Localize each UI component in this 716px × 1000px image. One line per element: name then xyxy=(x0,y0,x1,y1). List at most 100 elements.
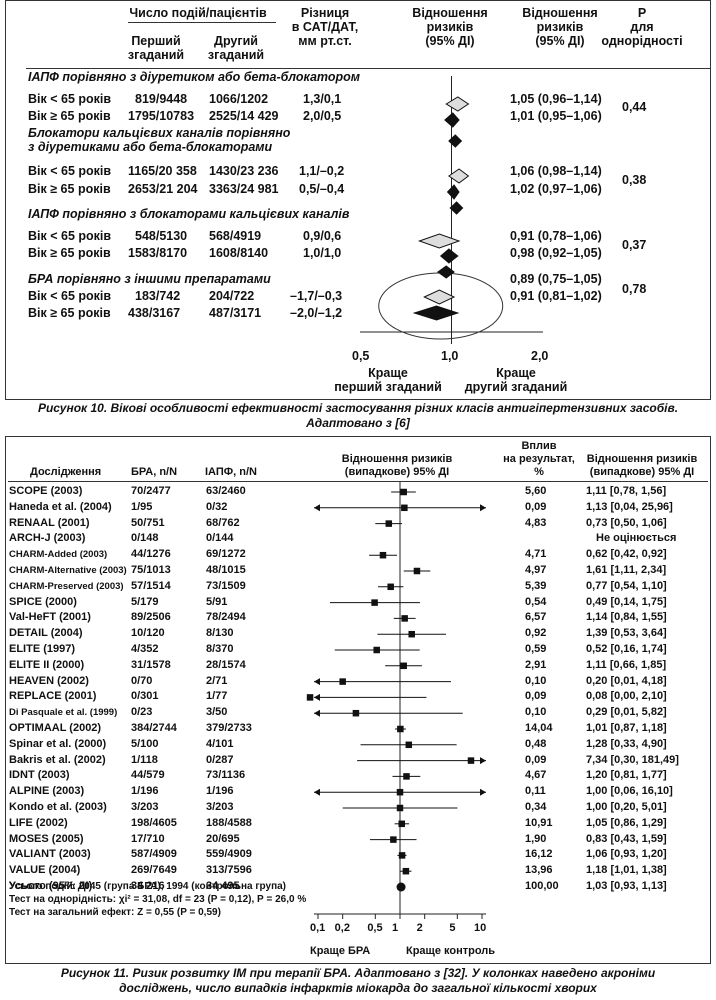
ci-arrow-left xyxy=(314,678,320,686)
study-name: ELITE (1997) xyxy=(9,643,76,655)
study-name: Kondo et al. (2003) xyxy=(9,801,107,813)
row-second: 487/3171 xyxy=(209,306,262,320)
ace-events: 1/77 xyxy=(206,690,228,703)
arb-events: 57/1514 xyxy=(131,579,171,592)
figure-10-frame xyxy=(5,0,711,400)
row-first: 1795/10783 xyxy=(128,109,195,123)
or-diamond xyxy=(412,305,460,321)
row-first: 1583/8170 xyxy=(128,246,188,260)
favors-control: Краще контроль xyxy=(406,945,496,957)
row-second: 1066/1202 xyxy=(209,92,269,106)
section-title: ІАПФ порівняно з діуретиком або бета-бло… xyxy=(28,70,361,84)
total-or: 1,03 [0,93, 1,13] xyxy=(586,880,667,892)
study-or: 1,39 [0,53, 3,64] xyxy=(586,627,667,640)
study-name: LIFE (2002) xyxy=(9,816,68,829)
row-second: 1430/23 236 xyxy=(209,164,279,178)
ace-events: 20/695 xyxy=(206,832,240,845)
forest-plot-fig11 xyxy=(306,482,486,919)
header-study: Дослідження xyxy=(30,466,102,478)
study-or: 1,11 [0,78, 1,56] xyxy=(586,485,667,497)
figure-11-caption: Рисунок 11. Ризик розвитку ІМ при терапі… xyxy=(60,966,656,995)
row-label: Вік ≥ 65 років xyxy=(28,306,111,320)
study-name: Haneda et al. (2004) xyxy=(9,500,112,513)
row-diff: –1,7/–0,3 xyxy=(290,289,343,303)
study-name: MOSES (2005) xyxy=(9,832,84,845)
row-first: 438/3167 xyxy=(128,306,181,320)
arb-events: 4/352 xyxy=(131,643,159,655)
or-diamond xyxy=(423,289,456,305)
study-weight: 0,92 xyxy=(525,627,547,640)
study-weight: 5,60 xyxy=(525,485,547,497)
row-first: 1165/20 358 xyxy=(128,164,197,178)
study-or: 1,01 [0,87, 1,18] xyxy=(586,722,667,734)
point-estimate xyxy=(413,567,421,575)
p-value: 0,44 xyxy=(622,100,647,114)
study-weight: 0,48 xyxy=(525,737,547,750)
point-estimate xyxy=(402,867,410,875)
study-or: 0,08 [0,00, 2,10] xyxy=(586,690,667,703)
study-weight: 0,34 xyxy=(525,801,547,813)
arb-events: 31/1578 xyxy=(131,658,171,671)
ci-arrow-left xyxy=(314,709,320,717)
study-name: CHARM-Added (2003) xyxy=(9,549,108,561)
study-or: 1,00 [0,06, 16,10] xyxy=(586,785,673,798)
arb-events: 1/196 xyxy=(131,785,159,798)
row-label: Вік < 65 років xyxy=(28,92,112,106)
ace-events: 1/196 xyxy=(206,785,234,798)
point-estimate xyxy=(408,630,415,638)
study-weight: 6,57 xyxy=(525,611,547,624)
study-weight: 0,10 xyxy=(525,674,547,687)
study-or: 1,05 [0,86, 1,29] xyxy=(586,816,667,829)
point-estimate xyxy=(403,773,410,780)
row-second: 2525/14 429 xyxy=(209,109,279,123)
arb-events: 0/23 xyxy=(131,706,153,719)
study-or: 1,61 [1,11, 2,34] xyxy=(586,564,667,576)
study-or: 0,49 [0,14, 1,75] xyxy=(586,595,667,608)
footnote: Усього подій: 2045 (група БРА), 1994 (ко… xyxy=(9,881,287,892)
study-name: HEAVEN (2002) xyxy=(9,674,89,687)
favors-arb: Краще БРА xyxy=(310,945,371,957)
figure-10-caption: Рисунок 10. Вікові особливості ефективно… xyxy=(37,401,679,430)
study-or: 0,62 [0,42, 0,92] xyxy=(586,548,667,561)
ace-events: 4/101 xyxy=(206,737,234,750)
study-or: 0,52 [0,16, 1,74] xyxy=(586,643,667,655)
study-name: SCOPE (2003) xyxy=(9,485,83,497)
or-diamond xyxy=(444,112,460,128)
arb-events: 44/579 xyxy=(131,769,165,782)
axis-tick-label: 0,5 xyxy=(352,349,370,363)
point-estimate xyxy=(390,836,397,843)
point-estimate xyxy=(467,757,475,764)
header-events-underline xyxy=(128,22,276,23)
favors-second: Краще другий згаданий xyxy=(464,366,568,394)
row-label: Вік < 65 років xyxy=(28,289,112,303)
study-weight: 2,91 xyxy=(525,658,547,671)
or-diamond xyxy=(448,168,470,184)
study-or: Не оцінюється xyxy=(596,532,677,545)
or-diamond xyxy=(445,96,470,112)
study-name: ALPINE (2003) xyxy=(9,785,85,798)
point-estimate xyxy=(373,646,380,654)
ci-arrow-left xyxy=(314,504,320,512)
study-or: 0,29 [0,01, 5,82] xyxy=(586,706,667,719)
ci-arrow-right xyxy=(480,504,486,512)
study-name: Di Pasquale et al. (1999) xyxy=(9,707,118,719)
row-or: 0,91 (0,81–1,02) xyxy=(510,289,602,303)
row-diff: –2,0/–1,2 xyxy=(290,306,343,320)
row-second: 204/722 xyxy=(209,289,255,303)
point-estimate xyxy=(306,694,314,701)
study-or: 1,11 [0,66, 1,85] xyxy=(586,658,667,671)
ace-events: 5/91 xyxy=(206,595,228,608)
total-arb: 34 216 xyxy=(131,880,165,892)
arb-events: 0/70 xyxy=(131,674,153,687)
study-weight: 4,71 xyxy=(525,548,547,561)
ace-events: 379/2733 xyxy=(206,722,252,734)
header-or-random: Відношення ризиків (випадкове) 95% ДІ xyxy=(341,453,453,478)
study-weight: 0,09 xyxy=(525,500,547,513)
study-weight: 5,39 xyxy=(525,579,547,592)
pooled-diamond xyxy=(448,134,463,148)
point-estimate xyxy=(398,852,406,859)
study-weight: 4,67 xyxy=(525,769,547,782)
point-estimate xyxy=(387,583,394,591)
study-name: ELITE II (2000) xyxy=(9,658,85,671)
ci-arrow-right xyxy=(480,788,486,796)
